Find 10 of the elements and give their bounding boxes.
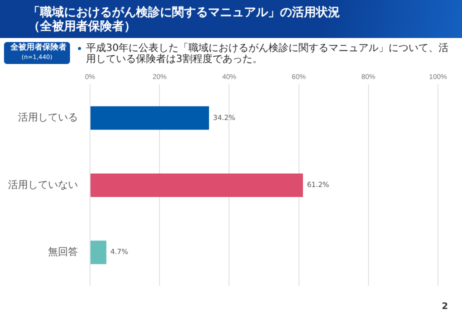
bar [90,173,303,197]
text: 全被用者保険者 [10,43,67,52]
y-tick-label: 無回答 [48,246,78,258]
y-tick-label: 活用していない [8,178,78,191]
bar [90,106,210,130]
chart-subtitle: 平成30年に公表した「職域におけるがん検診に関するマニュアル」について、活用している保険者は3割程度であった。 [86,43,450,65]
bar [90,240,106,264]
y-tick-label: 活用している [18,112,78,124]
chart-title: 「職域におけるがん検診に関するマニュアル」の活用状況（全被用者保険者） [28,5,340,33]
text: 2 [442,302,448,312]
